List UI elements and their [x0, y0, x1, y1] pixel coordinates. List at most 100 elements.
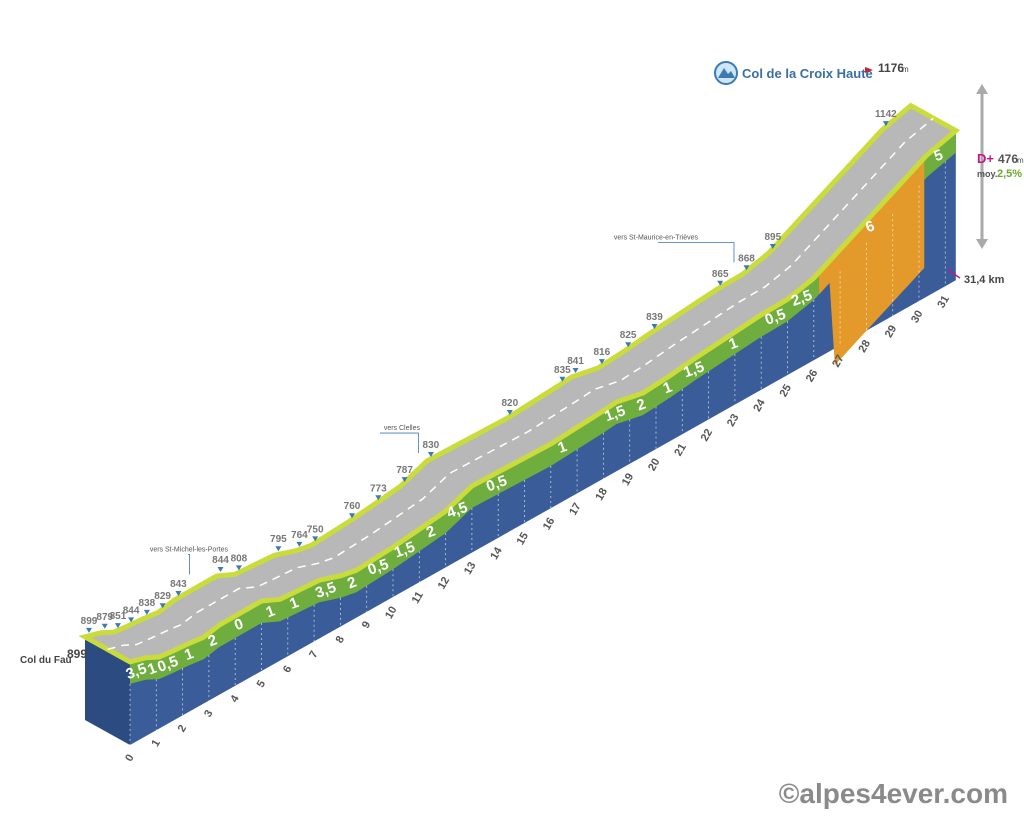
km-label: 21: [672, 442, 689, 459]
altitude-label: 835: [554, 365, 571, 376]
km-label: 27: [830, 353, 847, 370]
altitude-marker: [506, 410, 513, 415]
summit-unit: m: [902, 65, 909, 74]
altitude-label: 795: [270, 534, 287, 545]
length: 31,4 km: [964, 274, 1005, 286]
side-road-line: [658, 242, 735, 263]
altitude-marker: [217, 567, 224, 573]
km-label: 6: [281, 664, 294, 675]
km-label: 24: [751, 397, 768, 414]
side-road-line: [380, 432, 419, 454]
side-road-label: vers St-Michel-les-Portes: [150, 546, 229, 553]
altitude-marker: [427, 452, 434, 457]
altitude-marker: [349, 513, 355, 519]
gradient-label: 1,5: [681, 358, 706, 381]
km-label: 13: [462, 560, 479, 577]
km-label: 18: [593, 486, 610, 503]
gradient-label: 0,5: [366, 556, 391, 579]
altitude-marker: [375, 495, 382, 501]
altitude-label: 851: [110, 611, 127, 622]
gradient-label: 1,5: [392, 538, 417, 561]
altitude-marker: [159, 603, 166, 609]
altitude-marker: [717, 280, 724, 286]
altitude-label: 764: [291, 530, 308, 541]
altitude-marker: [296, 541, 303, 547]
altitude-marker: [651, 324, 658, 330]
altitude-marker: [559, 376, 566, 382]
altitude-label: 830: [423, 440, 440, 451]
altitude-marker: [128, 617, 135, 623]
gradient-label: 0,5: [763, 306, 788, 329]
gain-unit: m: [1017, 156, 1024, 165]
km-label: 3: [202, 708, 215, 719]
steep-band: [819, 157, 925, 366]
gradient-label: 3,5: [124, 660, 149, 683]
summit-flag: [865, 67, 873, 73]
km-label: 10: [383, 605, 400, 622]
start-face: [85, 636, 130, 745]
km-label: 4: [228, 693, 242, 705]
summit-altitude: 1176: [878, 61, 904, 75]
km-label: 7: [307, 649, 320, 660]
altitude-label: 829: [154, 591, 171, 602]
km-label: 11: [410, 590, 426, 606]
km-label: 16: [541, 516, 558, 533]
altitude-marker: [143, 609, 150, 615]
km-label: 2: [176, 723, 189, 734]
gradient-label: 0,5: [155, 653, 180, 676]
altitude-label: 868: [738, 253, 755, 264]
km-label: 14: [488, 545, 505, 562]
km-label: 20: [646, 457, 663, 474]
km-label: 15: [515, 531, 532, 548]
summit-name: Col de la Croix Haute: [742, 66, 873, 81]
altitude-label: 895: [764, 232, 781, 243]
altitude-label: 841: [567, 356, 584, 367]
km-label: 17: [567, 501, 584, 518]
gradient-label: 2,5: [789, 287, 814, 310]
altitude-label: 820: [501, 398, 518, 409]
km-label: 9: [360, 619, 373, 630]
start-altitude: 899: [67, 647, 87, 661]
altitude-label: 865: [712, 269, 729, 280]
km-label: 8: [334, 634, 347, 645]
gradient-label: 0,5: [484, 472, 509, 495]
km-label: 26: [804, 368, 821, 385]
altitude-label: 843: [170, 579, 187, 590]
altitude-marker: [86, 627, 92, 633]
km-label: 31: [935, 294, 952, 311]
gradient-label: 4,5: [445, 499, 470, 522]
altitude-label: 879: [96, 612, 113, 623]
altitude-label: 899: [81, 616, 98, 627]
altitude-marker: [114, 623, 121, 629]
gain-value: 476: [998, 152, 1018, 166]
altitude-marker: [882, 121, 889, 127]
km-label: 22: [699, 427, 716, 444]
altitude-label: 825: [620, 330, 637, 341]
altitude-label: 808: [231, 553, 248, 564]
summit-icon-mountain: [718, 68, 735, 78]
altitude-marker: [598, 359, 605, 365]
side-road-label: vers Clelles: [384, 425, 421, 432]
km-label: 29: [883, 323, 900, 340]
gain-label: D+: [977, 151, 994, 166]
km-label: 30: [909, 309, 926, 326]
altitude-label: 844: [212, 555, 229, 566]
road-centre: [107, 117, 934, 651]
average-value: 2,5%: [997, 168, 1022, 180]
km-label: 19: [620, 471, 637, 488]
km-label: 0: [123, 753, 136, 764]
km-label: 12: [436, 575, 453, 592]
altitude-label: 838: [139, 598, 156, 609]
altitude-marker: [275, 546, 282, 552]
altitude-marker: [769, 244, 776, 249]
altitude-marker: [101, 623, 108, 629]
altitude-marker: [175, 590, 182, 596]
altitude-marker: [401, 477, 408, 483]
km-label: 28: [856, 338, 873, 355]
km-label: 5: [255, 679, 268, 690]
copyright: ©alpes4ever.com: [779, 778, 1008, 809]
side-road-line: [188, 554, 190, 575]
km-label: 23: [725, 412, 742, 429]
end-mark: [947, 269, 961, 279]
km-label: 1: [149, 738, 162, 749]
